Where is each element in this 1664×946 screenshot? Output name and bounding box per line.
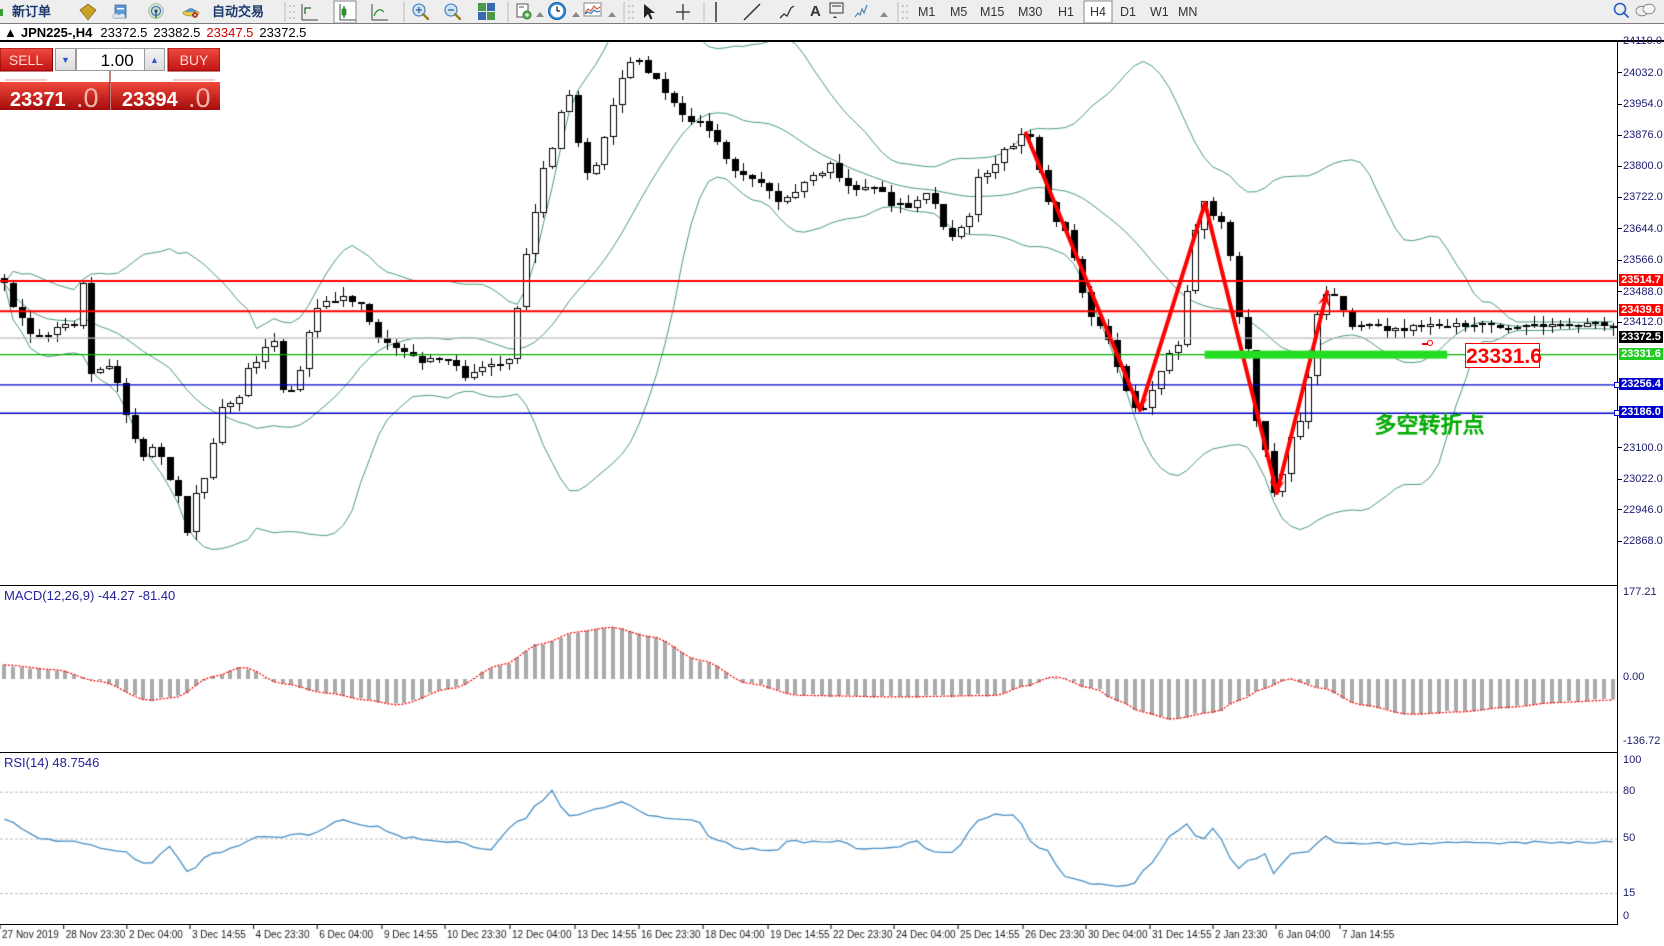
svg-text:M1: M1 xyxy=(918,5,935,19)
svg-text:A: A xyxy=(810,3,821,20)
svg-text:M15: M15 xyxy=(980,5,1004,19)
svg-text:H1: H1 xyxy=(1058,5,1074,19)
svg-text:M30: M30 xyxy=(1018,5,1042,19)
svg-text:H4: H4 xyxy=(1090,5,1106,19)
svg-text:新订单: 新订单 xyxy=(12,4,51,19)
svg-text:W1: W1 xyxy=(1150,5,1169,19)
svg-text:D1: D1 xyxy=(1120,5,1136,19)
svg-text:M5: M5 xyxy=(950,5,967,19)
svg-text:MN: MN xyxy=(1178,5,1197,19)
svg-text:自动交易: 自动交易 xyxy=(212,4,264,19)
